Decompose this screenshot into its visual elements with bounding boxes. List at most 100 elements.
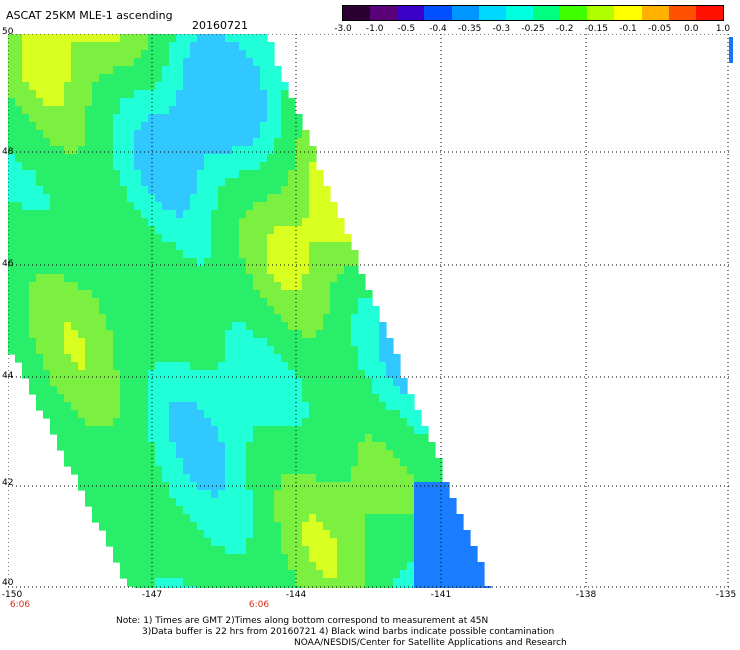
data-cell: [36, 170, 44, 179]
data-cell: [176, 290, 184, 299]
lat-label-40: 40: [2, 578, 14, 588]
data-cell: [372, 418, 380, 427]
data-cell: [281, 234, 289, 243]
data-cell: [379, 498, 387, 507]
data-cell: [169, 522, 177, 531]
data-cell: [92, 370, 100, 379]
data-cell: [113, 194, 121, 203]
data-cell: [127, 546, 135, 555]
data-cell: [92, 98, 100, 107]
data-cell: [274, 474, 282, 483]
data-cell: [211, 122, 219, 131]
data-cell: [232, 402, 240, 411]
data-cell: [134, 538, 142, 547]
data-cell: [197, 74, 205, 83]
data-cell: [183, 210, 191, 219]
data-cell: [204, 290, 212, 299]
data-cell: [316, 434, 324, 443]
data-cell: [218, 522, 226, 531]
data-cell: [162, 282, 170, 291]
data-cell: [113, 370, 121, 379]
data-cell: [190, 418, 198, 427]
data-cell: [379, 370, 387, 379]
data-cell: [309, 562, 317, 571]
data-cell: [57, 306, 65, 315]
data-cell: [99, 418, 107, 427]
data-cell: [169, 506, 177, 515]
data-cell: [190, 130, 198, 139]
data-cell: [162, 506, 170, 515]
data-cell: [260, 474, 268, 483]
data-cell: [239, 514, 247, 523]
data-cell: [169, 362, 177, 371]
data-cell: [400, 490, 408, 499]
data-cell: [78, 226, 86, 235]
data-cell: [344, 378, 352, 387]
data-cell: [29, 354, 37, 363]
data-cell: [113, 146, 121, 155]
data-cell: [365, 570, 373, 579]
colorbar-segment: [505, 6, 534, 20]
data-cell: [64, 42, 72, 51]
data-cell: [225, 250, 233, 259]
data-cell: [113, 202, 121, 211]
data-cell: [337, 418, 345, 427]
data-cell: [176, 434, 184, 443]
data-cell: [323, 434, 331, 443]
data-cell: [316, 522, 324, 531]
data-cell: [358, 402, 366, 411]
data-cell: [309, 274, 317, 283]
data-cell: [29, 90, 37, 99]
data-cell: [309, 378, 317, 387]
data-cell: [267, 490, 275, 499]
data-cell: [295, 538, 303, 547]
data-cell: [218, 378, 226, 387]
data-cell: [169, 74, 177, 83]
colorbar-segment: [614, 6, 643, 20]
data-cell: [246, 394, 254, 403]
data-cell: [155, 66, 163, 75]
data-cell: [239, 466, 247, 475]
data-cell: [281, 130, 289, 139]
data-cell: [64, 138, 72, 147]
data-cell: [29, 234, 37, 243]
data-cell: [246, 98, 254, 107]
data-cell: [71, 394, 79, 403]
data-cell: [78, 50, 86, 59]
data-cell: [22, 362, 30, 371]
data-cell: [372, 450, 380, 459]
data-cell: [323, 394, 331, 403]
data-cell: [344, 314, 352, 323]
data-cell: [379, 434, 387, 443]
data-cell: [288, 410, 296, 419]
data-cell: [288, 298, 296, 307]
data-cell: [134, 402, 142, 411]
lon-label-144: -144: [285, 590, 307, 600]
data-cell: [190, 114, 198, 123]
data-cell: [190, 314, 198, 323]
data-cell: [225, 162, 233, 171]
data-cell: [281, 354, 289, 363]
data-cell: [106, 250, 114, 259]
data-cell: [113, 250, 121, 259]
data-cell: [239, 290, 247, 299]
data-cell: [113, 178, 121, 187]
data-cell: [162, 402, 170, 411]
data-cell: [183, 146, 191, 155]
data-cell: [407, 506, 415, 515]
data-cell: [162, 74, 170, 83]
data-cell: [253, 66, 261, 75]
lon-label-135: -135: [715, 590, 737, 600]
data-cell: [442, 546, 450, 555]
data-cell: [71, 42, 79, 51]
data-cell: [393, 538, 401, 547]
data-cell: [43, 378, 51, 387]
data-cell: [106, 306, 114, 315]
data-cell: [92, 42, 100, 51]
data-cell: [386, 474, 394, 483]
data-cell: [239, 354, 247, 363]
data-cell: [309, 450, 317, 459]
data-cell: [225, 450, 233, 459]
data-cell: [176, 354, 184, 363]
data-cell: [113, 50, 121, 59]
